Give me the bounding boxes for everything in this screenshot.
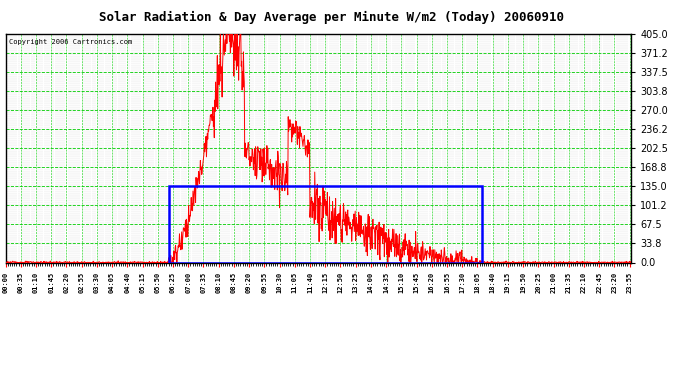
Text: Solar Radiation & Day Average per Minute W/m2 (Today) 20060910: Solar Radiation & Day Average per Minute… (99, 11, 564, 24)
Text: Copyright 2006 Cartronics.com: Copyright 2006 Cartronics.com (9, 39, 132, 45)
Bar (168, 186, 482, 262)
